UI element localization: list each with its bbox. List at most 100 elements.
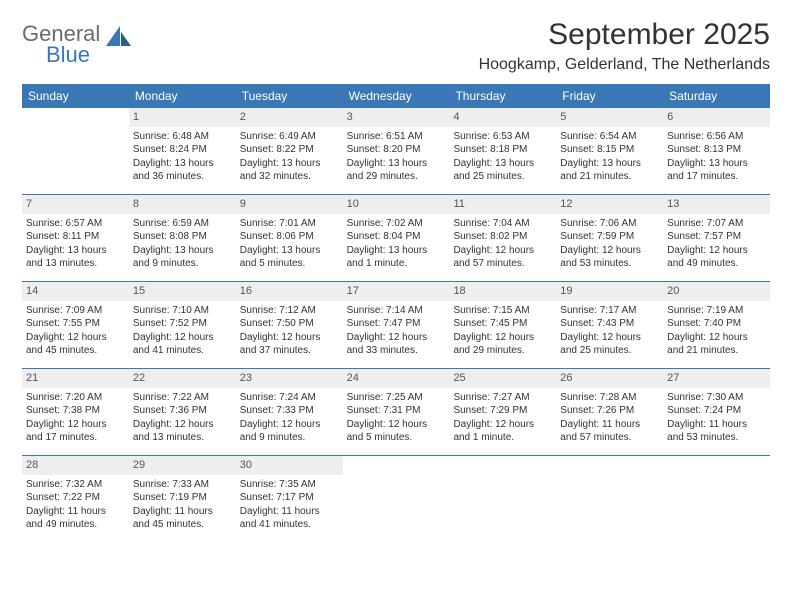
header: General Blue September 2025 Hoogkamp, Ge… — [22, 18, 770, 74]
daylight-line: Daylight: 13 hours and 36 minutes. — [133, 157, 232, 184]
calendar-cell: 9Sunrise: 7:01 AMSunset: 8:06 PMDaylight… — [236, 195, 343, 281]
calendar-cell: 30 Sunrise: 7:35 AMSunset: 7:17 PMDayligh… — [236, 456, 343, 542]
calendar-cell: 11Sunrise: 7:04 AMSunset: 8:02 PMDayligh… — [449, 195, 556, 281]
sunset-line: Sunset: 8:15 PM — [560, 143, 659, 157]
day-number: 4 — [449, 108, 556, 127]
day-number: 25 — [449, 369, 556, 388]
sunrise-line: Sunrise: 6:48 AM — [133, 130, 232, 144]
sunset-line: Sunset: 7:24 PM — [667, 404, 766, 418]
sunset-line: Sunset: 7:33 PM — [240, 404, 339, 418]
weekday-tue: Tuesday — [236, 84, 343, 108]
sunset-line: Sunset: 8:04 PM — [347, 230, 446, 244]
day-number: 8 — [129, 195, 236, 214]
daylight-line: Daylight: 12 hours and 5 minutes. — [347, 418, 446, 445]
calendar-cell: 28Sunrise: 7:32 AMSunset: 7:22 PMDayligh… — [22, 456, 129, 542]
sunset-line: Sunset: 8:06 PM — [240, 230, 339, 244]
sunrise-line: Sunrise: 7:20 AM — [26, 391, 125, 405]
calendar-week: 7Sunrise: 6:57 AMSunset: 8:11 PMDaylight… — [22, 195, 770, 282]
day-number: 30 — [236, 456, 343, 475]
sunrise-line: Sunrise: 7:15 AM — [453, 304, 552, 318]
daylight-line: Daylight: 12 hours and 1 minute. — [453, 418, 552, 445]
calendar-cell: 14Sunrise: 7:09 AMSunset: 7:55 PMDayligh… — [22, 282, 129, 368]
day-number: 12 — [556, 195, 663, 214]
calendar-week: 1Sunrise: 6:48 AMSunset: 8:24 PMDaylight… — [22, 108, 770, 195]
sunset-line: Sunset: 7:17 PM — [240, 491, 339, 505]
sunset-line: Sunset: 7:52 PM — [133, 317, 232, 331]
calendar-cell: 29Sunrise: 7:33 AMSunset: 7:19 PMDayligh… — [129, 456, 236, 542]
calendar-cell: 25Sunrise: 7:27 AMSunset: 7:29 PMDayligh… — [449, 369, 556, 455]
daylight-line: Daylight: 11 hours and 53 minutes. — [667, 418, 766, 445]
sunset-line: Sunset: 7:36 PM — [133, 404, 232, 418]
page-title: September 2025 — [479, 18, 770, 52]
day-number: 16 — [236, 282, 343, 301]
sunset-line: Sunset: 7:59 PM — [560, 230, 659, 244]
day-number: 22 — [129, 369, 236, 388]
daylight-line: Daylight: 13 hours and 17 minutes. — [667, 157, 766, 184]
sunset-line: Sunset: 7:38 PM — [26, 404, 125, 418]
sunrise-line: Sunrise: 7:14 AM — [347, 304, 446, 318]
daylight-line: Daylight: 11 hours and 49 minutes. — [26, 505, 125, 532]
sunset-line: Sunset: 7:43 PM — [560, 317, 659, 331]
calendar-cell: 27Sunrise: 7:30 AMSunset: 7:24 PMDayligh… — [663, 369, 770, 455]
calendar-week: 21Sunrise: 7:20 AMSunset: 7:38 PMDayligh… — [22, 369, 770, 456]
calendar-cell: 1Sunrise: 6:48 AMSunset: 8:24 PMDaylight… — [129, 108, 236, 194]
sunrise-line: Sunrise: 7:02 AM — [347, 217, 446, 231]
weekday-sun: Sunday — [22, 84, 129, 108]
weekday-header: Sunday Monday Tuesday Wednesday Thursday… — [22, 84, 770, 108]
daylight-line: Daylight: 11 hours and 41 minutes. — [240, 505, 339, 532]
daylight-line: Daylight: 12 hours and 21 minutes. — [667, 331, 766, 358]
sunrise-line: Sunrise: 7:25 AM — [347, 391, 446, 405]
sunrise-line: Sunrise: 6:54 AM — [560, 130, 659, 144]
daylight-line: Daylight: 13 hours and 32 minutes. — [240, 157, 339, 184]
calendar-cell — [343, 456, 450, 542]
daylight-line: Daylight: 12 hours and 13 minutes. — [133, 418, 232, 445]
sunrise-line: Sunrise: 6:59 AM — [133, 217, 232, 231]
sunset-line: Sunset: 8:22 PM — [240, 143, 339, 157]
calendar-cell: 21Sunrise: 7:20 AMSunset: 7:38 PMDayligh… — [22, 369, 129, 455]
calendar-cell: 16Sunrise: 7:12 AMSunset: 7:50 PMDayligh… — [236, 282, 343, 368]
day-number: 2 — [236, 108, 343, 127]
calendar-cell: 22 Sunrise: 7:22 AMSunset: 7:36 PMDayligh… — [129, 369, 236, 455]
logo: General Blue — [22, 18, 132, 66]
weekday-thu: Thursday — [449, 84, 556, 108]
day-number: 23 — [236, 369, 343, 388]
day-number: 3 — [343, 108, 450, 127]
sunset-line: Sunset: 8:11 PM — [26, 230, 125, 244]
sunset-line: Sunset: 8:02 PM — [453, 230, 552, 244]
day-number: 18 — [449, 282, 556, 301]
daylight-line: Daylight: 13 hours and 5 minutes. — [240, 244, 339, 271]
sunset-line: Sunset: 8:08 PM — [133, 230, 232, 244]
sunrise-line: Sunrise: 7:22 AM — [133, 391, 232, 405]
sunset-line: Sunset: 8:18 PM — [453, 143, 552, 157]
daylight-line: Daylight: 11 hours and 57 minutes. — [560, 418, 659, 445]
day-number: 20 — [663, 282, 770, 301]
sunrise-line: Sunrise: 7:35 AM — [240, 478, 339, 492]
logo-sail-icon — [106, 26, 132, 48]
sunrise-line: Sunrise: 7:17 AM — [560, 304, 659, 318]
day-number: 15 — [129, 282, 236, 301]
calendar-cell — [449, 456, 556, 542]
calendar-cell: 26Sunrise: 7:28 AMSunset: 7:26 PMDayligh… — [556, 369, 663, 455]
day-number: 27 — [663, 369, 770, 388]
sunrise-line: Sunrise: 6:56 AM — [667, 130, 766, 144]
calendar-cell: 10Sunrise: 7:02 AMSunset: 8:04 PMDayligh… — [343, 195, 450, 281]
day-number: 13 — [663, 195, 770, 214]
day-number: 1 — [129, 108, 236, 127]
calendar-cell: 3Sunrise: 6:51 AMSunset: 8:20 PMDaylight… — [343, 108, 450, 194]
sunset-line: Sunset: 7:19 PM — [133, 491, 232, 505]
daylight-line: Daylight: 13 hours and 25 minutes. — [453, 157, 552, 184]
day-number: 6 — [663, 108, 770, 127]
sunrise-line: Sunrise: 7:10 AM — [133, 304, 232, 318]
day-number: 10 — [343, 195, 450, 214]
calendar-cell: 19Sunrise: 7:17 AMSunset: 7:43 PMDayligh… — [556, 282, 663, 368]
day-number: 24 — [343, 369, 450, 388]
daylight-line: Daylight: 13 hours and 9 minutes. — [133, 244, 232, 271]
sunset-line: Sunset: 7:31 PM — [347, 404, 446, 418]
sunset-line: Sunset: 7:50 PM — [240, 317, 339, 331]
day-number: 29 — [129, 456, 236, 475]
sunset-line: Sunset: 7:45 PM — [453, 317, 552, 331]
sunset-line: Sunset: 7:22 PM — [26, 491, 125, 505]
daylight-line: Daylight: 12 hours and 9 minutes. — [240, 418, 339, 445]
daylight-line: Daylight: 12 hours and 53 minutes. — [560, 244, 659, 271]
daylight-line: Daylight: 12 hours and 41 minutes. — [133, 331, 232, 358]
